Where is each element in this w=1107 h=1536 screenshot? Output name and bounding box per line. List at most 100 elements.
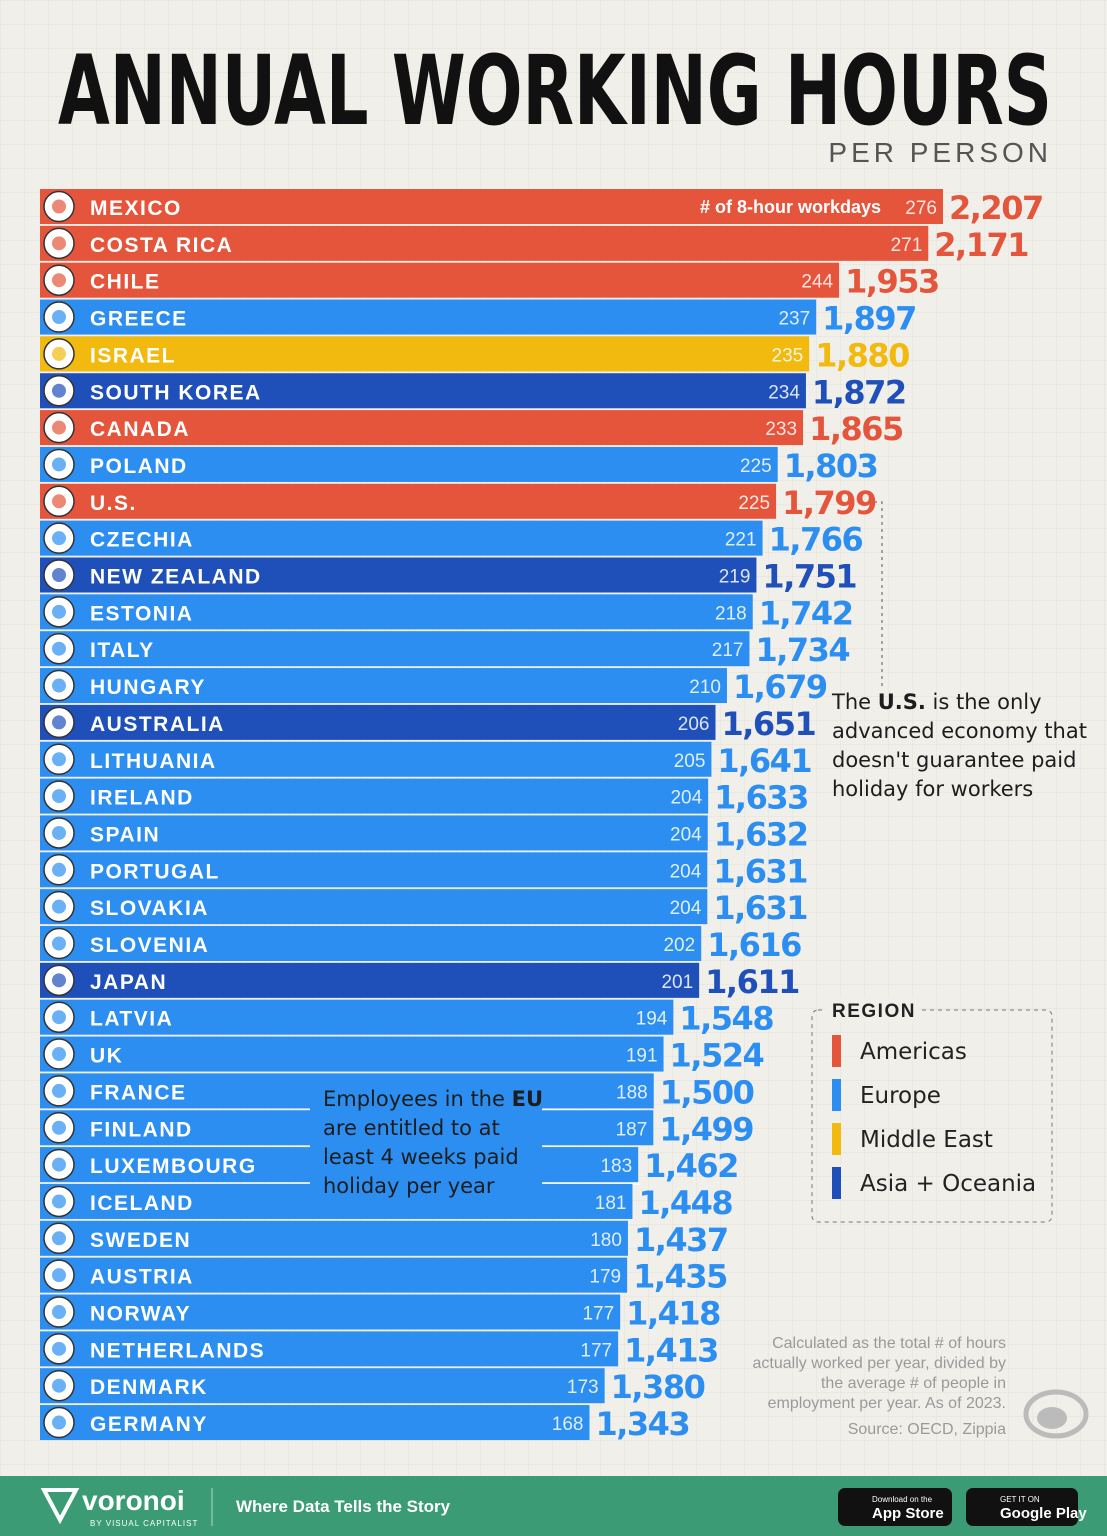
- category-label: NORWAY: [90, 1303, 191, 1326]
- flag-center: [52, 825, 66, 840]
- tagline: Where Data Tells the Story: [236, 1497, 451, 1516]
- category-label: GERMANY: [90, 1413, 208, 1436]
- workdays-label: 219: [719, 567, 751, 588]
- workdays-label: 218: [715, 603, 747, 624]
- category-label: AUSTRIA: [90, 1266, 194, 1289]
- bar: [40, 373, 806, 409]
- note-text: are entitled to at least 4 weeks paid ho…: [323, 1116, 519, 1198]
- value-label: 1,616: [707, 926, 801, 964]
- value-label: 1,435: [633, 1258, 727, 1296]
- flag-center: [52, 1268, 66, 1283]
- google-play-button[interactable]: [966, 1488, 1078, 1526]
- value-label: 1,448: [638, 1184, 732, 1222]
- category-label: SLOVENIA: [90, 934, 209, 957]
- value-label: 1,611: [705, 963, 799, 1001]
- value-label: 1,651: [722, 705, 816, 743]
- bar: [40, 410, 804, 446]
- value-label: 1,413: [624, 1331, 718, 1369]
- workdays-label: 187: [616, 1119, 648, 1140]
- legend-swatch: [832, 1079, 841, 1111]
- flag-center: [52, 199, 66, 214]
- google-small: GET IT ON: [1000, 1495, 1040, 1504]
- workdays-label: 244: [801, 272, 833, 293]
- flag-center: [52, 1047, 66, 1062]
- workdays-label: 206: [678, 714, 710, 735]
- category-label: JAPAN: [90, 971, 167, 994]
- value-label: 1,633: [714, 779, 808, 817]
- bar: [40, 962, 700, 998]
- flag-center: [52, 1157, 66, 1172]
- workdays-label: 210: [689, 677, 721, 698]
- workdays-label: 179: [589, 1267, 621, 1288]
- category-label: U.S.: [90, 492, 137, 515]
- flag-center: [52, 568, 66, 582]
- bar: [40, 1036, 664, 1072]
- category-label: COSTA RICA: [90, 234, 233, 257]
- category-label: PORTUGAL: [90, 860, 220, 883]
- flag-center: [52, 1231, 66, 1246]
- value-label: 1,742: [759, 594, 853, 632]
- note-text: The: [832, 690, 878, 714]
- bar: [40, 557, 757, 593]
- legend-label: Middle East: [860, 1127, 993, 1153]
- value-label: 1,641: [717, 742, 811, 780]
- workdays-label: 234: [768, 382, 800, 403]
- category-label: LUXEMBOURG: [90, 1155, 257, 1178]
- category-label: HUNGARY: [90, 676, 206, 699]
- value-label: 1,548: [679, 1000, 773, 1038]
- value-label: 1,462: [644, 1147, 738, 1185]
- bar: [40, 1220, 628, 1256]
- workdays-label: 276: [905, 198, 937, 219]
- category-label: SWEDEN: [90, 1229, 191, 1252]
- app-store: App Store: [872, 1505, 944, 1522]
- bar: [40, 225, 929, 261]
- workdays-label: 225: [738, 493, 770, 514]
- legend-title-bg: [826, 998, 918, 1022]
- value-label: 1,679: [733, 668, 827, 706]
- bar: [40, 520, 763, 556]
- eu-note: Employees in the EU are entitled to at l…: [323, 1085, 543, 1201]
- bar: [40, 778, 709, 814]
- bar: [40, 889, 708, 925]
- legend-label: Americas: [860, 1039, 967, 1065]
- value-label: 1,437: [634, 1221, 728, 1259]
- category-label: GREECE: [90, 308, 188, 331]
- value-label: 1,418: [626, 1295, 720, 1333]
- connector: [860, 501, 883, 690]
- app-store-small: Download on the: [872, 1495, 933, 1504]
- bar: [40, 1331, 619, 1367]
- brand: voronoi: [82, 1485, 185, 1516]
- value-label: 1,799: [782, 484, 876, 522]
- category-label: ISRAEL: [90, 344, 176, 367]
- flag-center: [52, 531, 66, 546]
- value-label: 1,500: [660, 1073, 754, 1111]
- flag-center: [52, 715, 66, 730]
- workdays-label: 237: [778, 309, 810, 330]
- bar: [40, 299, 817, 335]
- workdays-label: 191: [626, 1046, 658, 1067]
- workdays-label: 177: [580, 1340, 612, 1361]
- flag-center: [52, 236, 66, 251]
- category-label: FINLAND: [90, 1118, 193, 1141]
- note-text: is the only advanced economy that doesn'…: [832, 690, 1087, 801]
- workdays-label: 235: [772, 345, 804, 366]
- bar: [40, 1405, 590, 1441]
- legend-swatch: [832, 1123, 841, 1155]
- category-label: ESTONIA: [90, 602, 193, 625]
- category-label: SPAIN: [90, 823, 160, 846]
- us-note: The U.S. is the only advanced economy th…: [832, 688, 1092, 804]
- flag-center: [52, 1010, 66, 1025]
- workdays-label: 204: [670, 898, 702, 919]
- flag-center: [52, 1083, 66, 1098]
- brand-sub: BY VISUAL CAPITALIST: [90, 1519, 198, 1528]
- app-store-button[interactable]: [838, 1488, 952, 1526]
- value-label: 1,872: [812, 373, 906, 411]
- bar: [40, 1257, 628, 1293]
- workdays-label: 194: [636, 1009, 668, 1030]
- flag-center: [52, 604, 66, 619]
- value-label: 1,343: [595, 1405, 689, 1443]
- bar: [40, 631, 750, 667]
- bar: [40, 668, 727, 704]
- flag-center: [52, 641, 66, 656]
